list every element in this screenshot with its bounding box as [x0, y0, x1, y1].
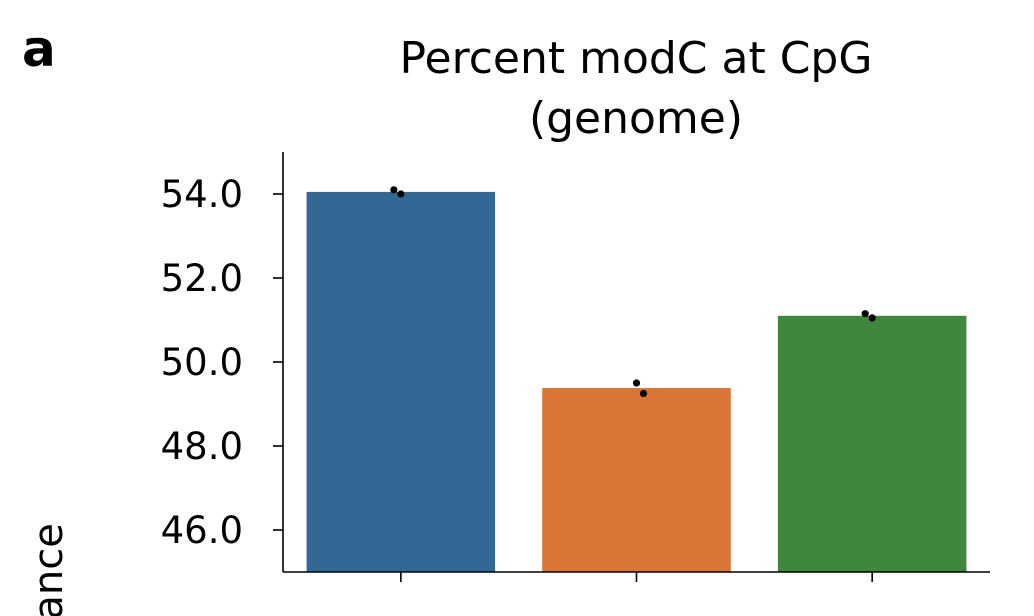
points-group [390, 186, 876, 398]
point-1-1 [390, 186, 398, 194]
bar-1 [306, 191, 496, 572]
bars-group [306, 191, 967, 572]
point-3-1 [861, 310, 869, 318]
bar-3 [777, 315, 967, 572]
panel-label: a [22, 20, 56, 78]
y-tick-label-1: 46.0 [161, 509, 243, 552]
y-tick-label-5: 54.0 [161, 173, 243, 216]
chart-title-line-2: (genome) [529, 93, 743, 144]
chart-title-line-1: Percent modC at CpG [400, 33, 873, 84]
point-2-1 [632, 379, 641, 387]
x-axis [283, 571, 990, 582]
bar-2 [542, 388, 731, 572]
y-axis-label: nance [26, 523, 72, 616]
y-tick-label-2: 48.0 [161, 425, 243, 468]
y-axis: 46.0 48.0 50.0 52.0 54.0 [161, 152, 284, 572]
point-1-2 [397, 190, 405, 198]
y-tick-label-4: 52.0 [161, 257, 243, 300]
point-2-2 [639, 389, 648, 398]
point-3-2 [868, 314, 876, 322]
y-tick-label-3: 50.0 [161, 341, 243, 384]
